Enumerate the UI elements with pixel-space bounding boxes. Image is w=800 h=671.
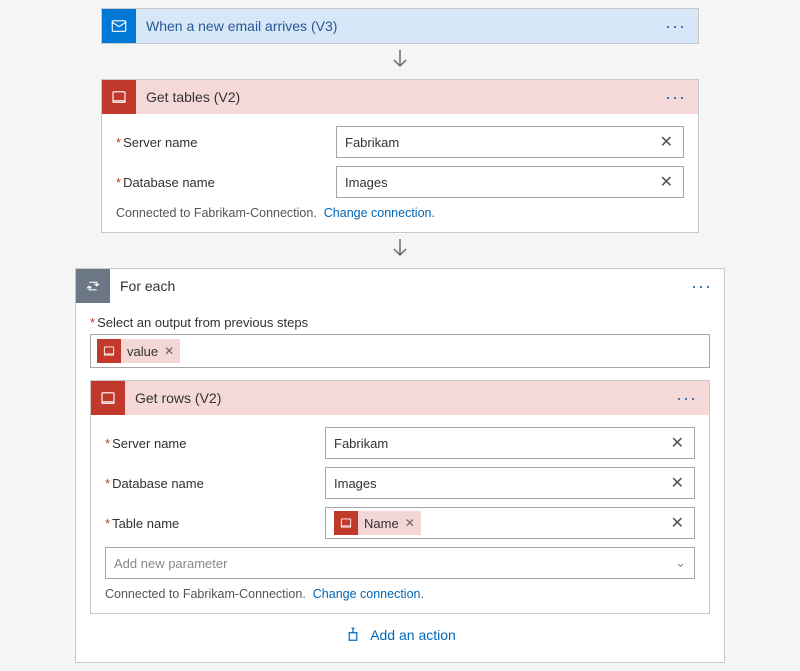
connector-arrow [8, 233, 792, 268]
name-token[interactable]: Name ✕ [334, 511, 421, 535]
clear-icon[interactable]: ✕ [667, 513, 688, 533]
trigger-card[interactable]: When a new email arrives (V3) ··· [101, 8, 699, 44]
get-tables-card: Get tables (V2) ··· *Server name Fabrika… [101, 79, 699, 233]
database-name-label: *Database name [105, 476, 325, 491]
server-name-label: *Server name [105, 436, 325, 451]
foreach-menu[interactable]: ··· [687, 276, 716, 297]
clear-icon[interactable]: ✕ [667, 433, 688, 453]
get-rows-card: Get rows (V2) ··· *Server name Fabrikam … [90, 380, 710, 614]
select-output-label: *Select an output from previous steps [90, 315, 714, 330]
remove-token-icon[interactable]: ✕ [164, 344, 174, 358]
get-rows-title: Get rows (V2) [135, 390, 662, 406]
foreach-card: For each ··· *Select an output from prev… [75, 268, 725, 663]
server-name-input[interactable]: Fabrikam ✕ [325, 427, 695, 459]
foreach-title: For each [120, 278, 677, 294]
value-token[interactable]: value ✕ [97, 339, 180, 363]
outlook-icon [102, 9, 136, 43]
database-name-input[interactable]: Images ✕ [336, 166, 684, 198]
trigger-header[interactable]: When a new email arrives (V3) ··· [102, 9, 698, 43]
remove-token-icon[interactable]: ✕ [405, 516, 415, 530]
get-tables-header[interactable]: Get tables (V2) ··· [102, 80, 698, 114]
connector-arrow [8, 44, 792, 79]
get-rows-menu[interactable]: ··· [672, 388, 701, 409]
sql-icon [97, 339, 121, 363]
trigger-title: When a new email arrives (V3) [146, 18, 651, 34]
add-action-icon [344, 626, 362, 644]
connection-status: Connected to Fabrikam-Connection. Change… [105, 587, 695, 601]
sql-icon [91, 381, 125, 415]
foreach-header[interactable]: For each ··· [76, 269, 724, 303]
clear-icon[interactable]: ✕ [656, 132, 677, 152]
chevron-down-icon: ⌄ [675, 555, 686, 571]
select-output-input[interactable]: value ✕ [90, 334, 710, 368]
sql-icon [102, 80, 136, 114]
add-parameter-dropdown[interactable]: Add new parameter ⌄ [105, 547, 695, 579]
get-tables-title: Get tables (V2) [146, 89, 651, 105]
clear-icon[interactable]: ✕ [667, 473, 688, 493]
table-name-input[interactable]: Name ✕ ✕ [325, 507, 695, 539]
clear-icon[interactable]: ✕ [656, 172, 677, 192]
server-name-input[interactable]: Fabrikam ✕ [336, 126, 684, 158]
add-action-button[interactable]: Add an action [86, 614, 714, 650]
database-name-input[interactable]: Images ✕ [325, 467, 695, 499]
table-name-label: *Table name [105, 516, 325, 531]
connection-status: Connected to Fabrikam-Connection. Change… [116, 206, 684, 220]
change-connection-link[interactable]: Change connection. [313, 587, 424, 601]
loop-icon [76, 269, 110, 303]
server-name-label: *Server name [116, 135, 336, 150]
trigger-menu[interactable]: ··· [661, 16, 690, 37]
get-tables-menu[interactable]: ··· [661, 87, 690, 108]
database-name-label: *Database name [116, 175, 336, 190]
get-rows-header[interactable]: Get rows (V2) ··· [91, 381, 709, 415]
sql-icon [334, 511, 358, 535]
change-connection-link[interactable]: Change connection. [324, 206, 435, 220]
